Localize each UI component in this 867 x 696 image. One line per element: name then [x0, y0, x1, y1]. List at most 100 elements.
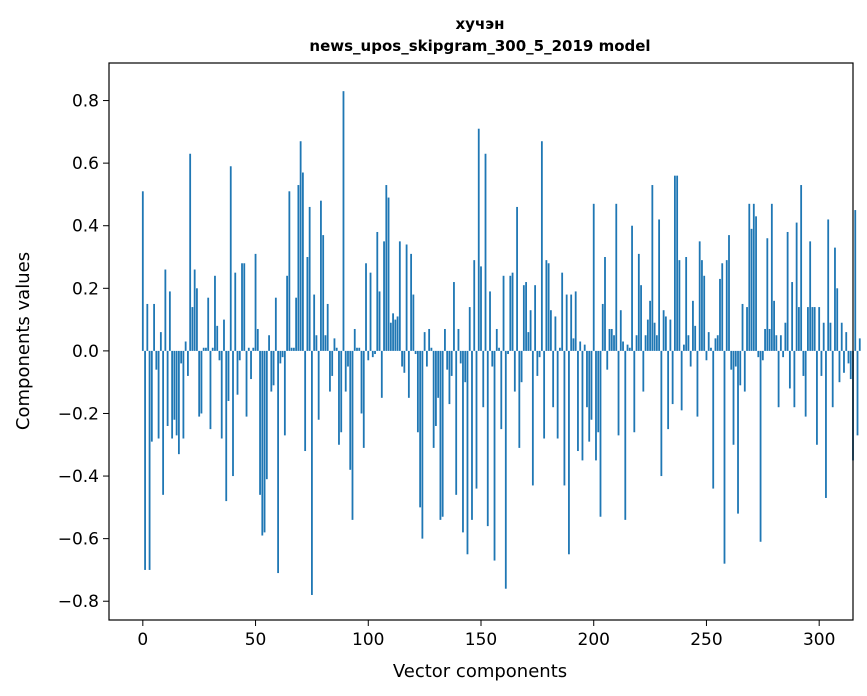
x-tick-label: 300 — [803, 630, 835, 650]
y-tick-label: 0.8 — [72, 92, 99, 112]
bar — [516, 206, 518, 351]
bar — [683, 344, 685, 351]
bar — [748, 203, 751, 351]
bar — [800, 185, 803, 351]
bar — [660, 350, 663, 477]
bar — [834, 247, 836, 351]
bar — [592, 203, 595, 351]
bar — [265, 350, 268, 480]
bar — [166, 350, 169, 426]
bar — [263, 350, 266, 533]
bar — [689, 350, 692, 367]
bar — [466, 350, 469, 555]
bar — [545, 260, 548, 351]
bar — [385, 185, 388, 351]
bar — [649, 300, 651, 351]
bar — [245, 350, 248, 417]
bar — [664, 316, 667, 351]
bar — [387, 197, 390, 351]
bar — [626, 344, 629, 351]
bar — [187, 350, 189, 376]
bar — [779, 335, 782, 351]
bar — [225, 350, 228, 502]
bar — [678, 260, 681, 351]
bar — [175, 350, 178, 436]
bar — [322, 235, 325, 351]
bar — [667, 350, 670, 430]
bar — [559, 347, 561, 351]
bar — [254, 253, 257, 351]
bar — [782, 350, 785, 358]
bar — [295, 297, 298, 351]
bar — [696, 350, 699, 417]
bar — [389, 322, 392, 351]
bar — [290, 347, 293, 351]
chart-subtitle: news_upos_skipgram_300_5_2019 model — [309, 37, 650, 55]
bar — [703, 275, 706, 351]
bar — [259, 350, 261, 495]
bar — [581, 350, 584, 461]
bar — [588, 350, 591, 442]
bar — [707, 332, 710, 351]
bar — [685, 257, 688, 351]
bar — [498, 347, 500, 351]
bar — [141, 191, 144, 351]
y-tick-label: 0.4 — [72, 217, 99, 237]
bar — [825, 350, 827, 498]
bar — [710, 347, 712, 351]
bar — [540, 141, 543, 351]
bar — [669, 319, 672, 351]
bar — [333, 338, 336, 351]
bar — [827, 219, 830, 351]
bar — [150, 350, 153, 442]
bar — [750, 228, 753, 351]
bar — [728, 235, 730, 351]
bar — [468, 307, 471, 351]
bar — [849, 350, 852, 380]
bar — [730, 350, 733, 370]
bar — [299, 141, 302, 351]
bar — [755, 216, 757, 351]
bar — [162, 350, 165, 495]
bar — [349, 350, 352, 470]
bar — [831, 350, 834, 408]
bar — [561, 272, 564, 351]
bar — [741, 303, 744, 351]
x-tick-label: 100 — [352, 630, 384, 650]
bar — [191, 307, 194, 351]
bar — [144, 350, 146, 570]
bar — [180, 350, 183, 364]
bar — [840, 322, 843, 351]
bar — [441, 350, 444, 517]
y-tick-label: −0.2 — [58, 404, 99, 424]
bar — [513, 350, 516, 392]
bar — [797, 307, 800, 351]
bar — [283, 350, 286, 436]
bar — [374, 350, 376, 355]
bar — [737, 350, 739, 514]
bar — [714, 338, 717, 351]
y-tick-label: −0.8 — [58, 592, 99, 612]
bar — [342, 91, 345, 351]
bar — [743, 350, 746, 392]
x-tick-label: 0 — [137, 630, 148, 650]
bar — [277, 350, 279, 574]
bar — [586, 350, 588, 408]
bar — [752, 203, 755, 351]
bar — [606, 350, 609, 370]
bar — [218, 350, 221, 361]
bar — [362, 350, 365, 448]
bar — [504, 350, 507, 589]
bar — [412, 294, 415, 351]
bar — [423, 332, 426, 351]
bar — [818, 307, 821, 351]
bar — [716, 335, 719, 351]
bar — [764, 328, 766, 351]
bar — [421, 350, 424, 539]
bar — [480, 266, 482, 351]
bar — [746, 307, 748, 351]
bar — [556, 350, 559, 439]
bar — [712, 350, 715, 489]
bar — [286, 275, 289, 351]
